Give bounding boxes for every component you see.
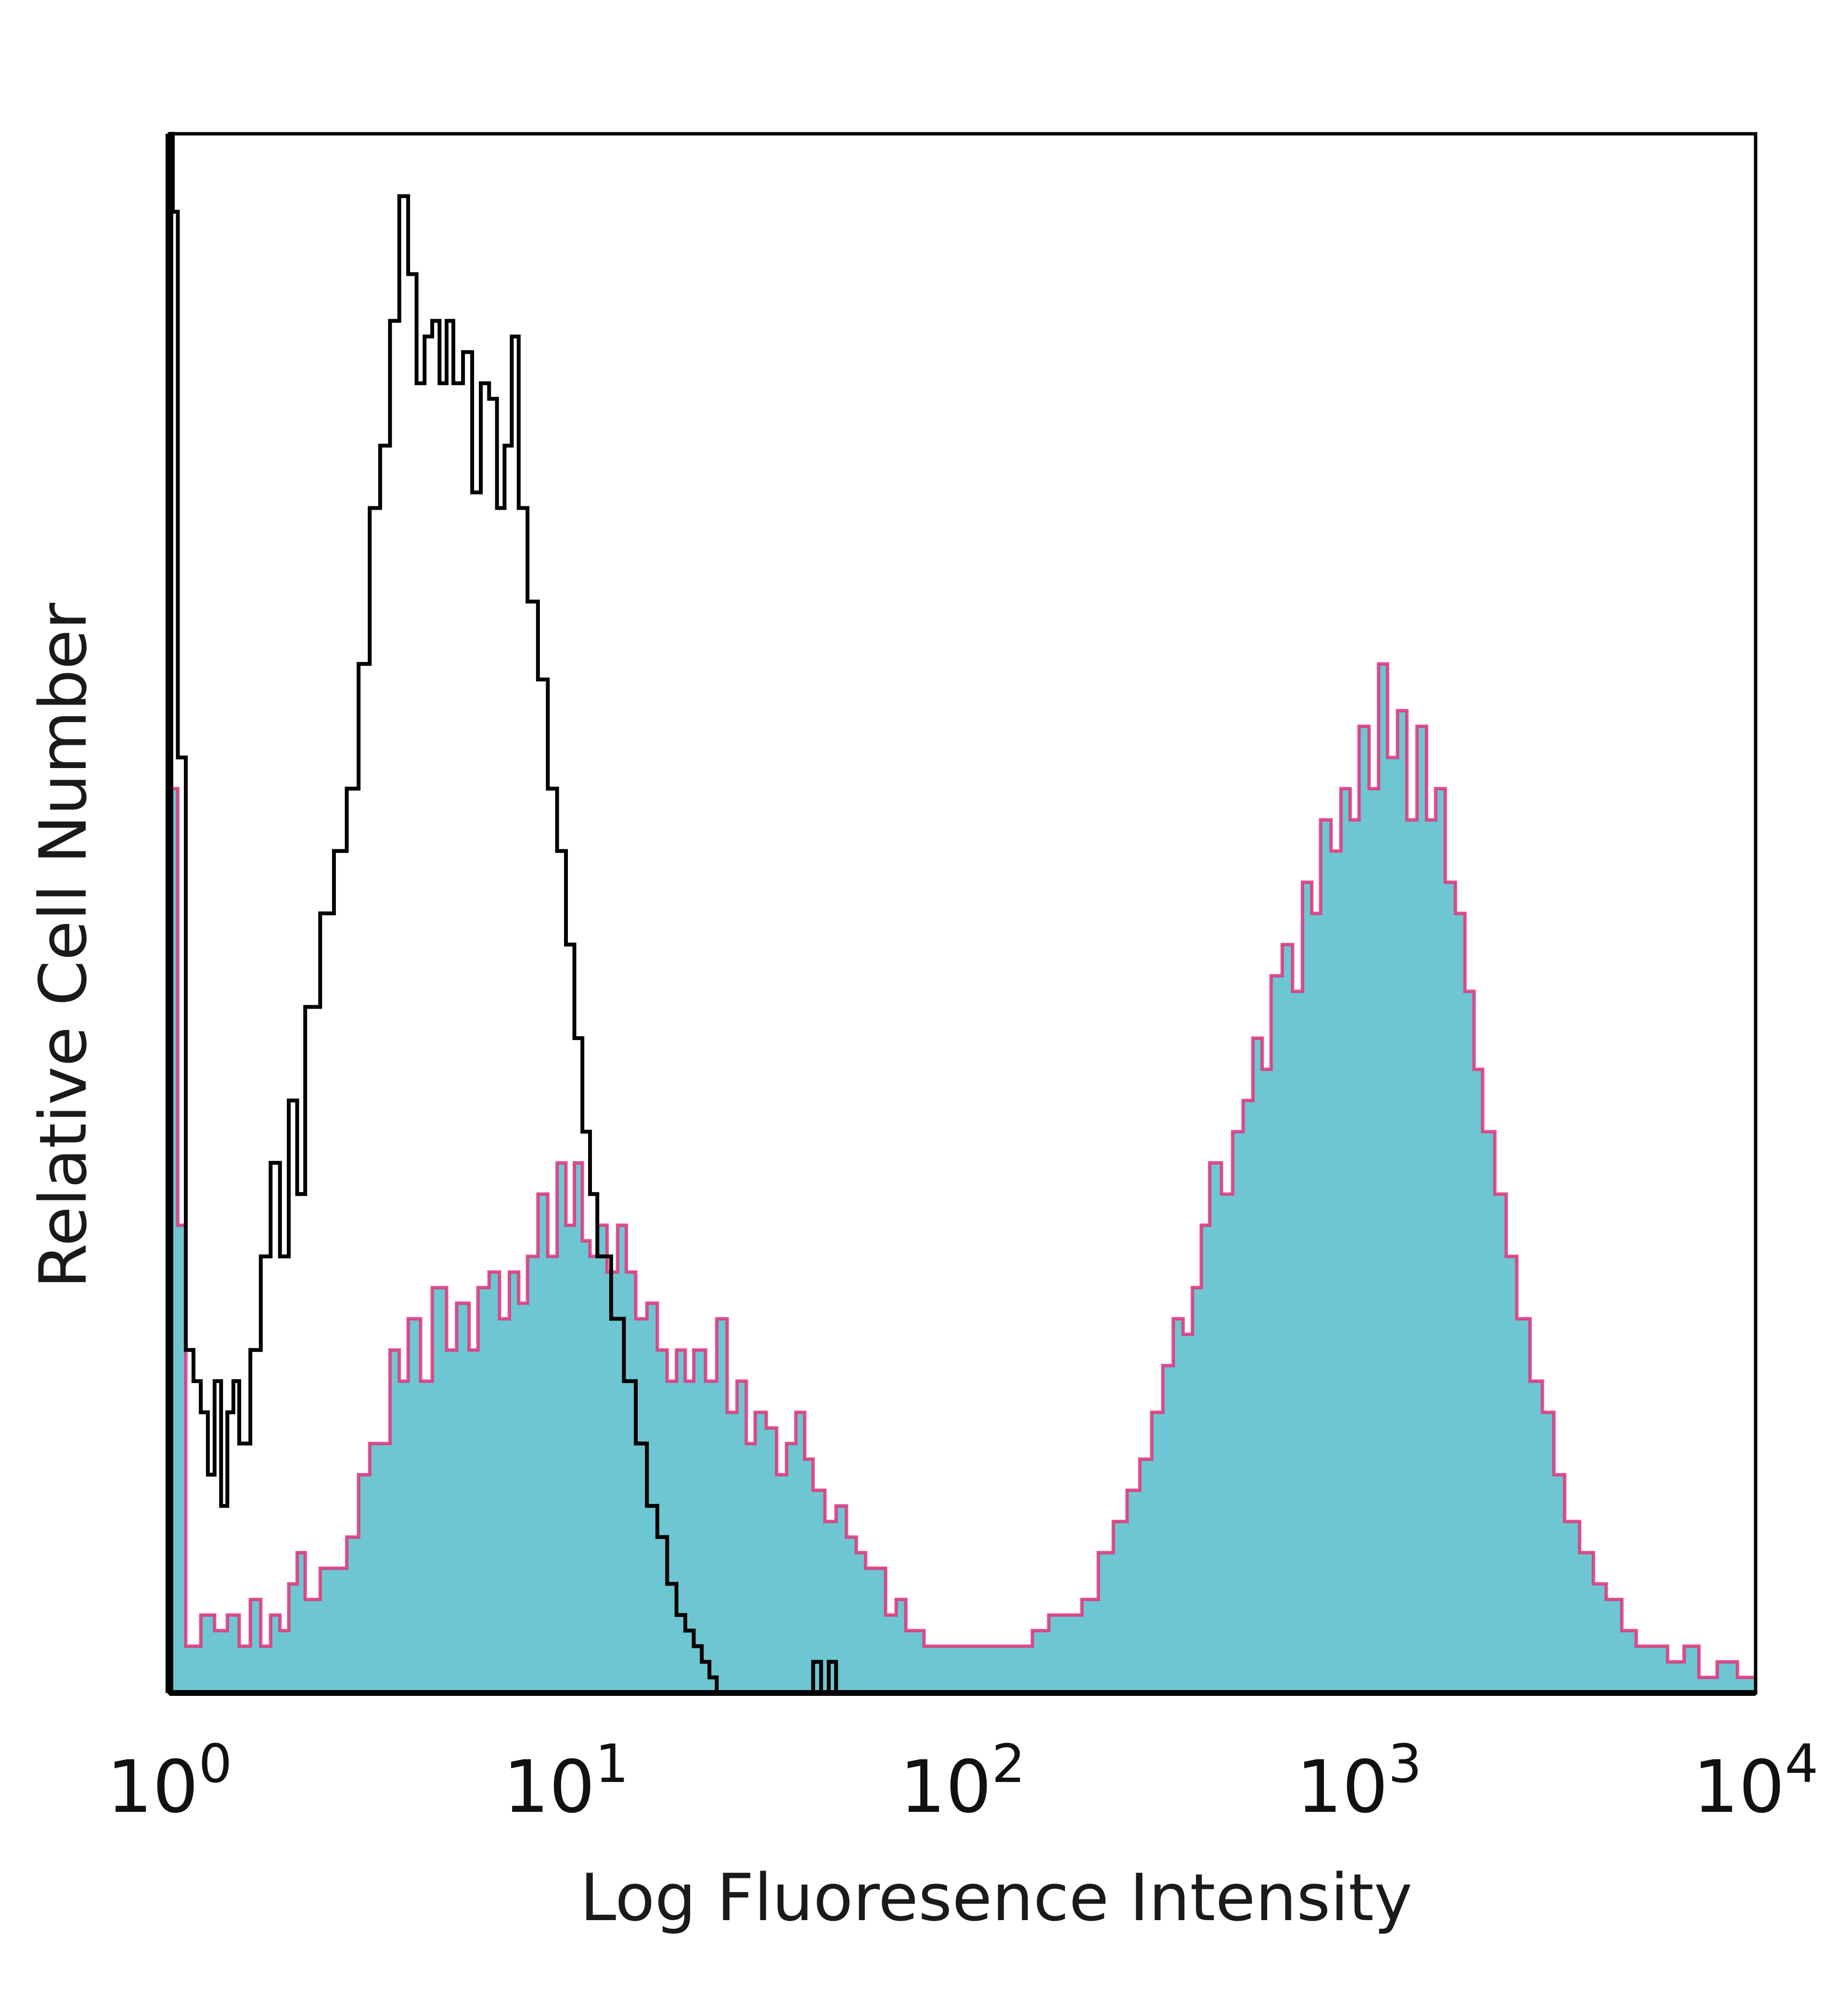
x-axis-title: Log Fluoresence Intensity [580, 1860, 1412, 1936]
filled-histogram-series [169, 664, 1756, 1693]
y-axis-title: Relative Cell Number [26, 603, 101, 1288]
x-tick-labels: 100 101 102 103 104 [107, 1733, 1819, 1829]
x-tick-label-3: 103 [1296, 1733, 1422, 1829]
x-tick-label-2: 102 [900, 1733, 1026, 1829]
x-tick-label-4: 104 [1693, 1733, 1819, 1829]
filled-histogram-edge [169, 662, 1758, 1679]
x-tick-label-1: 101 [503, 1733, 629, 1829]
x-tick-label-0: 100 [107, 1733, 232, 1829]
plot-area [169, 132, 1758, 1695]
outline-histogram-series [169, 132, 1756, 1695]
